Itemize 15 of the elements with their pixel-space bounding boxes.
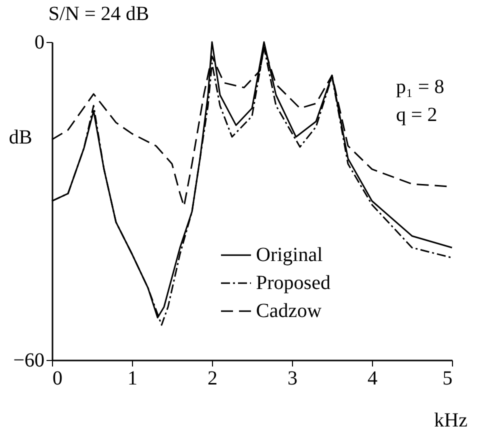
x-tick-label: 1 [128, 368, 138, 390]
legend-label: Cadzow [256, 300, 322, 322]
x-tick-label: 3 [288, 368, 298, 390]
y-tick-label: −60 [13, 350, 44, 372]
x-tick-label: 0 [52, 368, 62, 390]
x-axis-title: kHz [434, 410, 468, 432]
x-tick-label: 2 [208, 368, 218, 390]
x-tick-label: 5 [442, 368, 452, 390]
chart-title: S/N = 24 dB [48, 3, 150, 25]
legend-label: Proposed [256, 272, 330, 294]
y-axis-title: dB [8, 126, 32, 148]
annotation: p₁ = 8 [396, 76, 444, 98]
legend-label: Original [256, 244, 324, 266]
x-tick-label: 4 [368, 368, 378, 390]
annotation: q = 2 [396, 104, 438, 126]
